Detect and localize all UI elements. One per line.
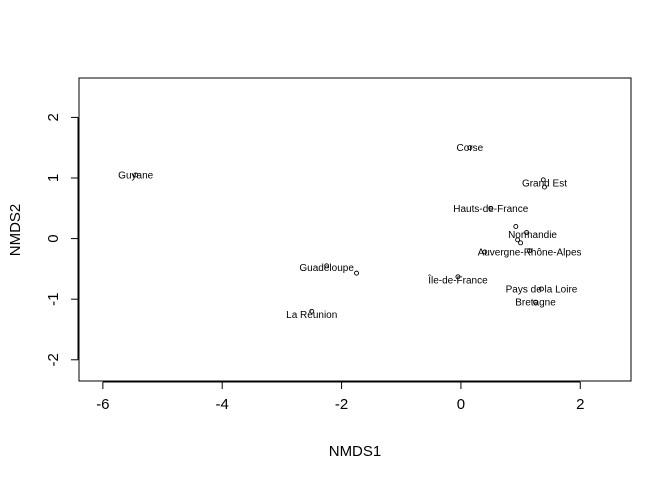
data-point [455,274,461,280]
point-label: Grand Est [522,178,567,189]
data-point [513,224,519,229]
data-point [482,249,488,255]
data-point [518,240,524,246]
data-point [467,145,473,151]
data-point [488,205,494,211]
data-point [540,177,546,183]
point-label: Guadeloupe [299,263,354,274]
y-axis: -2 -1 0 1 2 [45,113,79,366]
point-label: Normandie [508,230,557,241]
x-tick-label: 0 [457,396,465,413]
x-tick-label: -2 [335,396,348,413]
y-tick-label: 2 [45,113,62,121]
point-label: Guyane [118,170,153,181]
point-labels: Guyane Corse Grand Est Hauts-de-France Norma… [118,143,581,321]
data-point [354,270,359,276]
x-axis: -6 -4 -2 0 2 [96,381,584,413]
y-tick-label: -2 [45,353,62,366]
point-label: La Réunion [286,310,337,321]
x-axis-title: NMDS1 [329,443,382,460]
x-tick-label: -4 [216,396,229,413]
data-point [324,263,330,269]
plot-frame [78,77,632,382]
data-point [527,248,533,254]
x-tick-label: 2 [576,396,584,413]
data-point [539,286,544,292]
point-label: Auvergne-Rhône-Alpes [478,247,582,258]
data-point [515,237,521,243]
y-tick-label: 1 [45,174,62,182]
x-tick-label: -6 [96,396,109,413]
point-label: Bretagne [515,298,556,309]
point-label: Île-de-France [427,273,488,286]
point-label: Corse [457,143,484,154]
data-point [524,230,530,235]
data-point [542,184,547,190]
data-point [133,172,139,178]
point-label: Pays de la Loire [506,284,578,295]
y-tick-label: -1 [45,293,62,306]
y-axis-title: NMDS2 [7,204,24,257]
point-label: Hauts-de-France [453,204,528,215]
y-tick-label: 0 [45,234,62,242]
data-point [309,308,315,314]
data-point [533,299,538,305]
data-points [133,145,547,314]
